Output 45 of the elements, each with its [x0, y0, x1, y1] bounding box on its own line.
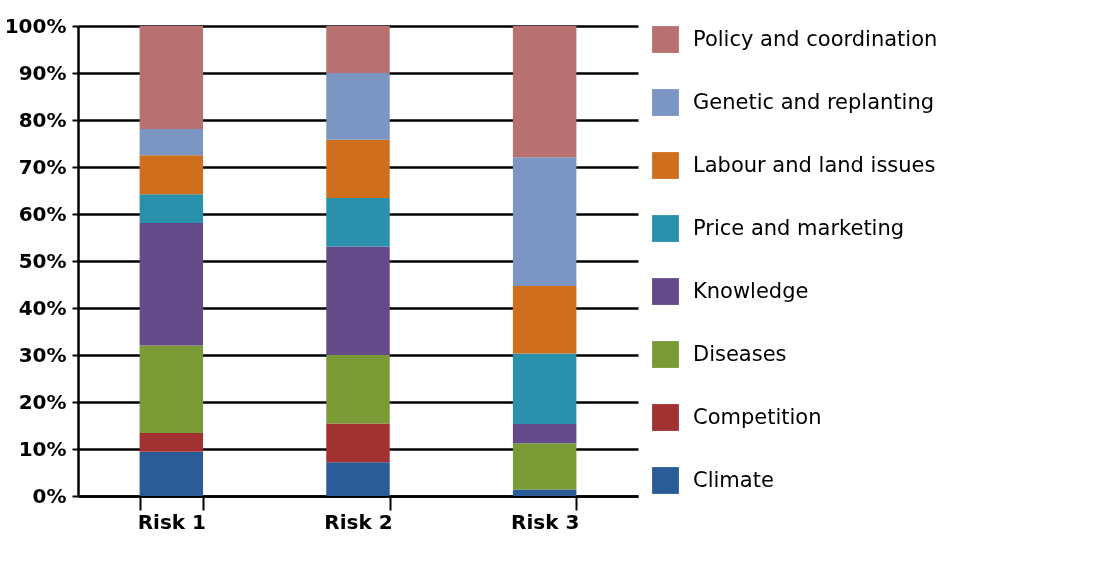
y-tick-label: 30%	[18, 342, 67, 367]
bar	[139, 345, 204, 434]
legend-label: Knowledge	[693, 278, 809, 303]
x-tick-label: Risk 2	[324, 509, 393, 534]
bar	[139, 128, 204, 156]
bar	[326, 198, 390, 247]
bar	[139, 451, 204, 496]
y-tick-label: 80%	[18, 107, 67, 132]
bar	[139, 26, 204, 129]
y-tick-label: 0%	[32, 483, 67, 508]
y-tick-label: 70%	[18, 154, 67, 179]
bar	[139, 194, 204, 223]
y-tick-label: 60%	[18, 201, 67, 226]
bar	[139, 155, 204, 195]
bar	[326, 355, 390, 424]
legend-label: Genetic and replanting	[693, 89, 935, 114]
bar	[512, 157, 577, 286]
y-tick-label: 100%	[4, 13, 67, 38]
y-tick-label: 90%	[18, 60, 67, 85]
bar	[326, 423, 390, 463]
bar	[512, 443, 577, 490]
y-tick-label: 20%	[18, 389, 67, 414]
bar	[512, 26, 577, 158]
legend-label: Policy and coordination	[693, 26, 938, 51]
bar	[326, 26, 390, 73]
legend-label: Price and marketing	[693, 215, 905, 240]
bar	[512, 285, 577, 354]
bar	[326, 73, 390, 140]
bar	[512, 353, 577, 425]
bar	[326, 462, 390, 496]
y-tick-label: 40%	[18, 295, 67, 320]
legend-label: Labour and land issues	[693, 152, 936, 177]
bar	[326, 246, 390, 355]
bar	[139, 433, 204, 452]
bar	[512, 489, 577, 496]
bar	[512, 424, 577, 444]
bar	[326, 139, 390, 199]
legend-label: Competition	[693, 404, 822, 429]
legend-label: Climate	[693, 467, 774, 492]
y-tick-label: 10%	[18, 436, 67, 461]
bar	[139, 222, 204, 346]
legend-label: Diseases	[693, 341, 787, 366]
x-tick-label: Risk 1	[137, 509, 207, 534]
x-tick-label: Risk 3	[510, 509, 580, 534]
y-tick-label: 50%	[18, 248, 67, 273]
